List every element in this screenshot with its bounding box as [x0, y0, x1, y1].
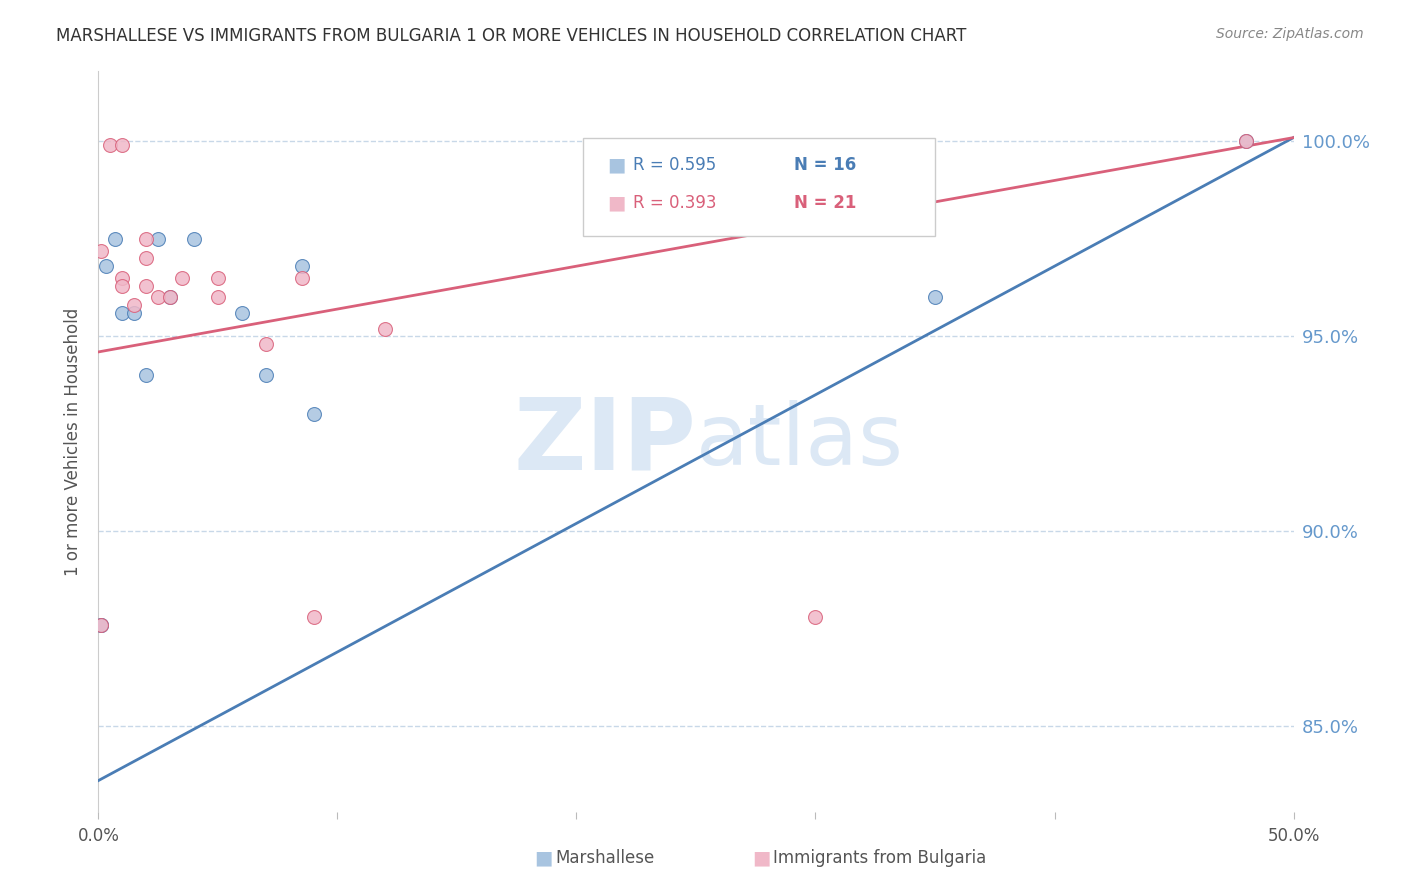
Point	[98, 138, 122, 153]
Text: ■: ■	[607, 194, 626, 213]
Text: Source: ZipAtlas.com: Source: ZipAtlas.com	[1216, 27, 1364, 41]
Text: Marshallese: Marshallese	[555, 849, 655, 867]
Text: atlas: atlas	[696, 400, 904, 483]
Text: MARSHALLESE VS IMMIGRANTS FROM BULGARIA 1 OR MORE VEHICLES IN HOUSEHOLD CORRELAT: MARSHALLESE VS IMMIGRANTS FROM BULGARIA …	[56, 27, 966, 45]
Point	[90, 617, 112, 632]
Point	[90, 617, 112, 632]
Point	[172, 271, 194, 285]
Point	[1234, 135, 1257, 149]
Text: ■: ■	[607, 155, 626, 175]
Point	[135, 368, 157, 383]
Point	[291, 259, 314, 273]
Point	[207, 271, 229, 285]
Point	[90, 617, 112, 632]
Point	[254, 368, 277, 383]
Point	[104, 232, 127, 246]
Point	[924, 290, 946, 304]
Point	[124, 306, 146, 320]
Point	[111, 271, 134, 285]
Text: R = 0.393: R = 0.393	[633, 194, 716, 212]
Point	[231, 306, 253, 320]
Point	[302, 610, 325, 624]
Text: ■: ■	[752, 848, 770, 868]
Text: N = 16: N = 16	[794, 156, 856, 174]
Text: ■: ■	[534, 848, 553, 868]
Text: ZIP: ZIP	[513, 393, 696, 490]
Text: R = 0.595: R = 0.595	[633, 156, 716, 174]
Point	[1234, 135, 1257, 149]
Text: Immigrants from Bulgaria: Immigrants from Bulgaria	[773, 849, 987, 867]
Point	[124, 298, 146, 312]
Point	[254, 337, 277, 351]
Point	[159, 290, 181, 304]
Point	[302, 407, 325, 421]
Point	[90, 244, 112, 258]
Text: 0.0%: 0.0%	[77, 827, 120, 846]
Point	[804, 610, 827, 624]
Point	[111, 306, 134, 320]
Point	[135, 232, 157, 246]
Y-axis label: 1 or more Vehicles in Household: 1 or more Vehicles in Household	[65, 308, 83, 575]
Point	[135, 278, 157, 293]
Point	[111, 278, 134, 293]
Point	[111, 138, 134, 153]
Text: 50.0%: 50.0%	[1267, 827, 1320, 846]
Point	[291, 271, 314, 285]
Point	[374, 321, 396, 335]
Text: N = 21: N = 21	[794, 194, 856, 212]
Point	[148, 290, 170, 304]
Point	[159, 290, 181, 304]
Point	[183, 232, 205, 246]
Point	[94, 259, 117, 273]
Point	[135, 252, 157, 266]
Point	[148, 232, 170, 246]
Point	[207, 290, 229, 304]
